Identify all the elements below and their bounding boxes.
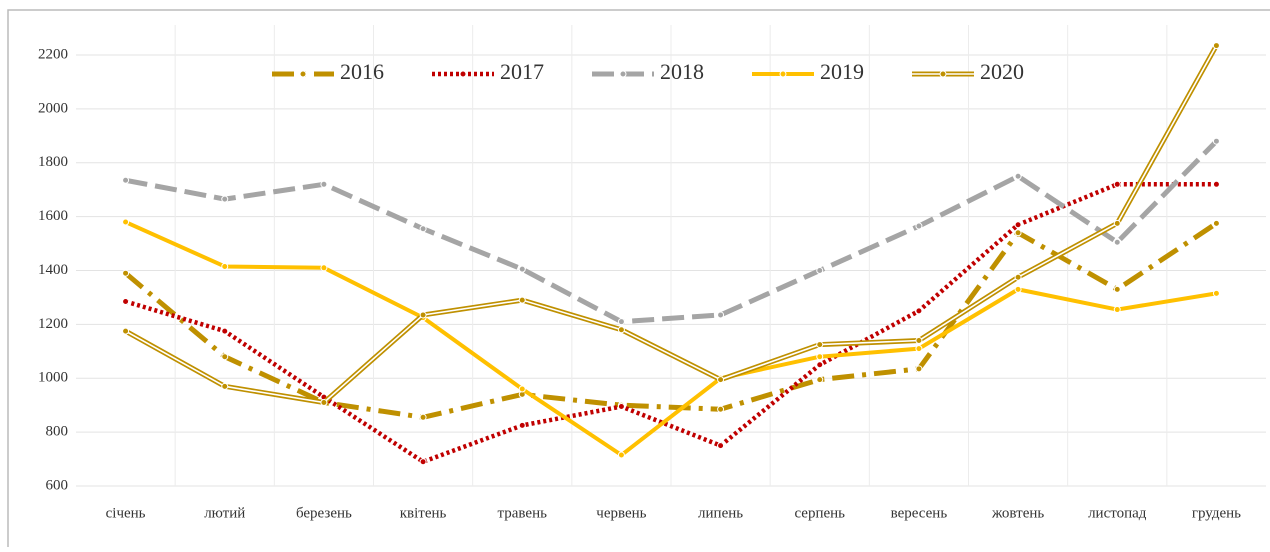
y-tick-label: 2000 — [38, 100, 68, 116]
data-point — [1014, 221, 1022, 229]
series-line — [125, 139, 1219, 325]
data-point — [816, 341, 824, 349]
data-point — [1014, 285, 1022, 293]
data-point — [1212, 137, 1220, 145]
data-point — [617, 403, 625, 411]
data-point — [419, 413, 427, 421]
data-point — [617, 326, 625, 334]
x-tick-label: вересень — [891, 505, 948, 521]
data-point — [518, 296, 526, 304]
legend-label: 2018 — [660, 59, 704, 84]
x-tick-label: червень — [596, 505, 646, 521]
legend-marker — [299, 70, 307, 78]
y-tick-label: 800 — [46, 424, 69, 440]
data-point — [816, 267, 824, 274]
y-tick-label: 1400 — [38, 262, 68, 278]
x-tick-label: серпень — [794, 505, 845, 521]
data-point — [915, 307, 923, 315]
data-point — [221, 262, 229, 270]
data-point — [518, 265, 526, 273]
data-point — [1014, 229, 1022, 237]
data-point — [221, 353, 229, 361]
data-point — [1014, 172, 1022, 180]
data-point — [320, 398, 328, 406]
x-tick-label: липень — [698, 505, 743, 521]
data-point — [1113, 238, 1121, 246]
y-tick-label: 1800 — [38, 154, 68, 170]
x-tick-label: листопад — [1088, 505, 1147, 521]
legend-label: 2019 — [820, 59, 864, 84]
data-point — [1212, 289, 1220, 297]
data-point — [320, 264, 328, 272]
series-line — [124, 220, 1217, 458]
legend-label: 2020 — [980, 59, 1024, 84]
data-point — [816, 376, 824, 384]
x-tick-label: травень — [498, 505, 548, 521]
legend-marker — [939, 70, 947, 78]
data-point — [617, 451, 625, 459]
data-point — [1113, 180, 1121, 188]
data-point — [1113, 285, 1121, 293]
data-point — [717, 405, 725, 413]
legend-label: 2017 — [500, 59, 544, 84]
legend-marker — [779, 70, 787, 78]
y-tick-label: 600 — [46, 477, 69, 493]
data-point — [617, 318, 625, 326]
y-tick-label: 1200 — [38, 316, 68, 332]
data-point — [122, 176, 130, 184]
data-point — [915, 365, 923, 373]
series-line-inner — [125, 45, 1218, 404]
series-line — [124, 182, 1217, 465]
x-tick-label: жовтень — [991, 505, 1044, 521]
data-point — [816, 361, 824, 369]
data-point — [518, 421, 526, 429]
data-point — [816, 353, 824, 361]
data-point — [122, 218, 130, 226]
data-point — [320, 180, 328, 188]
data-point — [122, 327, 130, 335]
data-point — [717, 442, 725, 450]
data-point — [518, 385, 526, 393]
x-tick-label: квітень — [400, 505, 447, 521]
data-point — [915, 222, 923, 230]
data-point — [221, 327, 229, 335]
x-tick-label: лютий — [204, 505, 245, 521]
legend-marker — [459, 70, 467, 78]
y-tick-label: 1000 — [38, 370, 68, 386]
x-tick-label: січень — [106, 505, 146, 521]
data-point — [419, 458, 427, 466]
data-point — [419, 311, 427, 319]
y-tick-label: 2200 — [38, 46, 68, 62]
data-point — [122, 297, 130, 305]
legend-marker — [619, 70, 627, 78]
y-tick-label: 1600 — [38, 208, 68, 224]
data-point — [915, 345, 923, 353]
data-point — [1113, 306, 1121, 314]
data-point — [717, 311, 725, 319]
data-point — [1014, 273, 1022, 281]
data-point — [915, 337, 923, 345]
data-point — [221, 195, 229, 203]
series-line — [123, 221, 1218, 420]
chart-border — [7, 9, 1270, 552]
data-point — [1113, 219, 1121, 227]
data-point — [1212, 42, 1220, 50]
data-point — [122, 269, 130, 277]
data-point — [221, 382, 229, 390]
data-point — [419, 225, 427, 233]
data-point — [1212, 219, 1220, 227]
x-tick-label: грудень — [1192, 505, 1241, 521]
data-point — [1212, 180, 1220, 188]
data-point — [717, 376, 725, 384]
x-tick-label: березень — [296, 505, 352, 521]
legend-label: 2016 — [340, 59, 384, 84]
